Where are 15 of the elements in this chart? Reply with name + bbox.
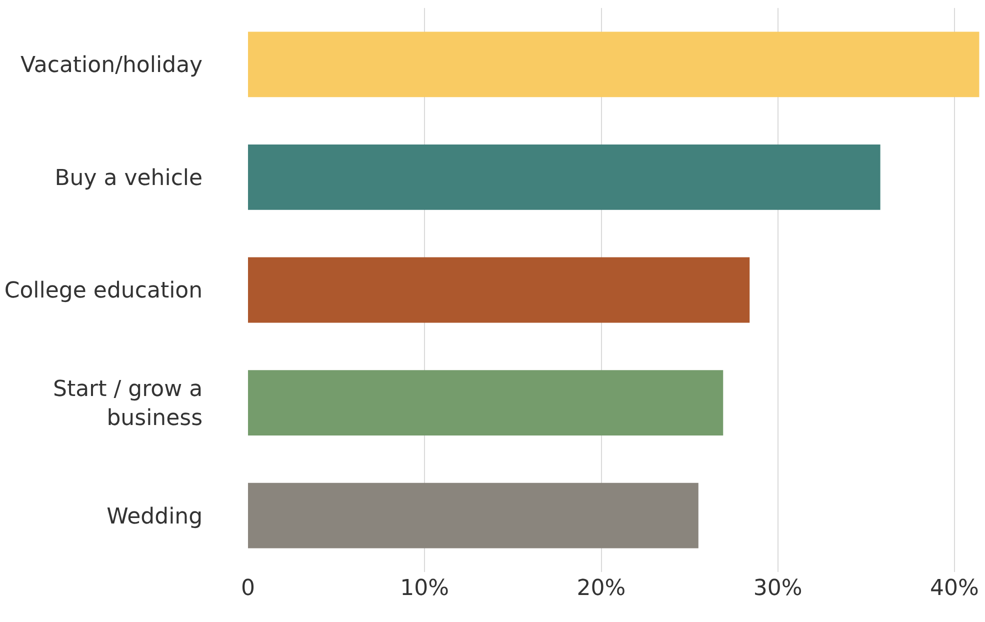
bar xyxy=(248,370,724,436)
y-tick-label: College education xyxy=(4,278,203,304)
x-tick-label: 20% xyxy=(576,576,626,601)
x-tick-label: 40% xyxy=(930,576,979,601)
y-tick-label: Buy a vehicle xyxy=(54,166,203,191)
y-tick-label: Wedding xyxy=(106,504,203,530)
bar xyxy=(248,144,880,210)
x-tick-label: 0 xyxy=(241,576,255,601)
y-tick-label: Start / grow a business xyxy=(52,377,203,431)
bar xyxy=(248,32,980,98)
x-tick-label: 10% xyxy=(400,576,450,601)
x-tick-label: 30% xyxy=(753,576,802,601)
y-tick-label: Vacation/holiday xyxy=(20,53,203,78)
bar xyxy=(248,482,698,548)
bar xyxy=(248,257,750,323)
